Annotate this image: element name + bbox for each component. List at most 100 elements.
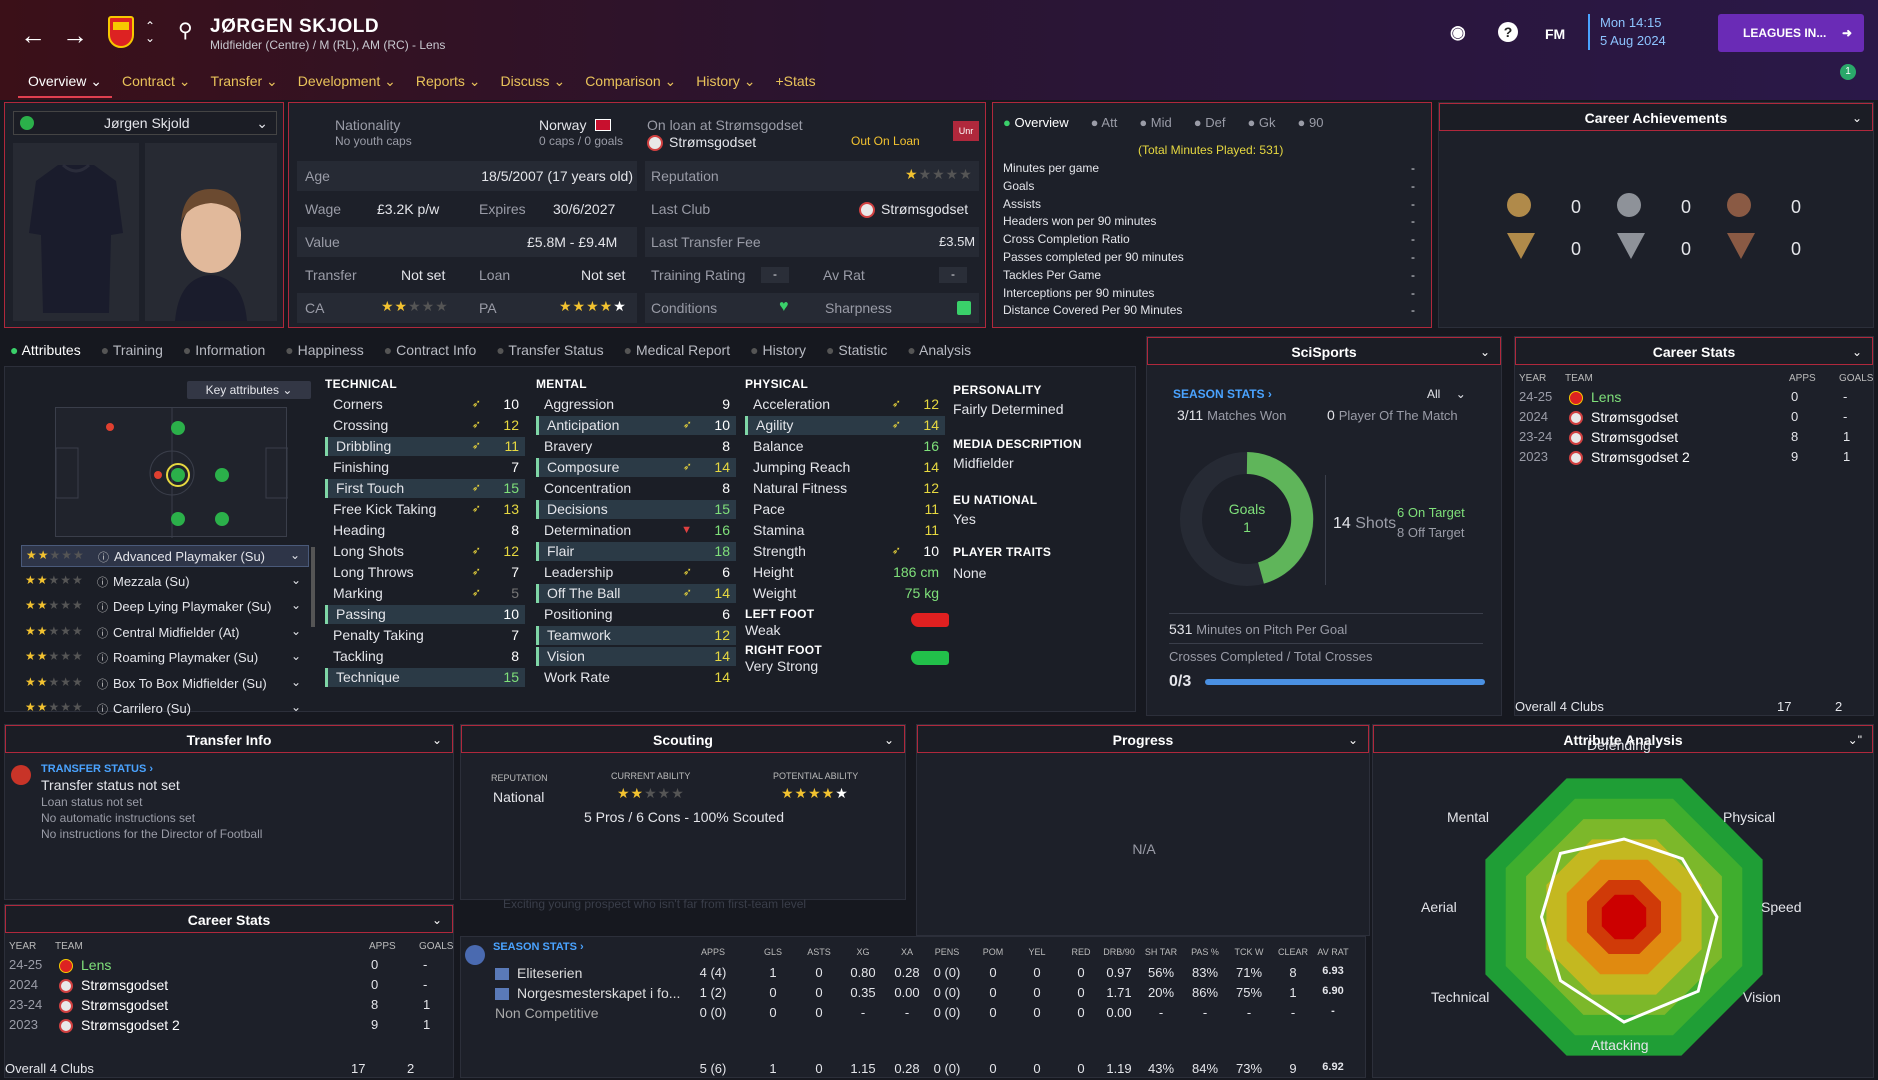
career-stats-left-header[interactable]: Career Stats ⌄ (5, 905, 453, 933)
mins-per-goal: 531 (1169, 621, 1193, 637)
chevron-down-icon[interactable]: ⌄ (290, 700, 301, 714)
tab-stats[interactable]: +Stats (775, 73, 816, 89)
info-icon[interactable]: ⓘ (97, 704, 108, 716)
tab-stats-mid[interactable]: ● Mid (1139, 115, 1172, 130)
chevron-down-icon[interactable]: ⌄ (290, 649, 301, 663)
player-selector[interactable]: Jørgen Skjold ⌄ (13, 111, 277, 135)
tab-stats-overview[interactable]: ● Overview (1003, 115, 1069, 130)
subtab-attributes[interactable]: ● Attributes (10, 342, 81, 358)
tab-contract[interactable]: Contract ⌄ (121, 73, 191, 89)
subtab-statistic[interactable]: ● Statistic (826, 342, 888, 358)
kit-image (13, 143, 139, 321)
scisports-header[interactable]: SciSports ⌄ (1147, 337, 1501, 365)
progress-header[interactable]: Progress ⌄ (917, 725, 1369, 753)
attribute-value: 13 (503, 501, 519, 517)
career-team[interactable]: Lens (81, 957, 112, 973)
subtab-happiness[interactable]: ● Happiness (285, 342, 364, 358)
chevron-down-icon: ⌄ (1851, 111, 1862, 125)
chevron-down-icon[interactable]: ⌄ (290, 623, 301, 638)
loan-club[interactable]: Strømsgodset (669, 134, 757, 150)
personality-label: PERSONALITY (953, 383, 1042, 397)
tab-stats-att[interactable]: ● Att (1090, 115, 1118, 130)
career-team[interactable]: Strømsgodset 2 (81, 1017, 180, 1033)
role-row[interactable]: ★★★★★ ⓘ Deep Lying Playmaker (Su) ⌄ (21, 596, 309, 618)
subtab-training[interactable]: ● Training (100, 342, 163, 358)
subtab-contract-info[interactable]: ● Contract Info (383, 342, 477, 358)
info-icon[interactable]: ⓘ (97, 576, 108, 589)
role-row[interactable]: ★★★★★ ⓘ Box To Box Midfielder (Su) ⌄ (21, 673, 309, 695)
competition-name[interactable]: Norgesmesterskapet i fo... (517, 985, 681, 1001)
help-icon[interactable]: ? (1498, 22, 1518, 42)
tab-discuss[interactable]: Discuss ⌄ (500, 73, 566, 89)
chevron-down-icon[interactable]: ⌄ (290, 598, 301, 612)
chevron-down-icon[interactable]: ⌄ (290, 572, 301, 587)
career-team[interactable]: Strømsgodset (81, 997, 169, 1013)
subtab-analysis[interactable]: ● Analysis (907, 342, 972, 358)
competition-name[interactable]: Non Competitive (495, 1005, 599, 1021)
role-row[interactable]: ★★★★★ ⓘ Roaming Playmaker (Su) ⌄ (21, 647, 309, 669)
last-club-value[interactable]: Strømsgodset (881, 201, 969, 217)
tab-comparison[interactable]: Comparison ⌄ (585, 73, 677, 89)
info-icon[interactable]: ⓘ (97, 678, 108, 691)
info-icon[interactable]: ⓘ (97, 653, 108, 665)
career-team[interactable]: Strømsgodset 2 (1591, 449, 1690, 465)
role-row[interactable]: ★★★★★ ⓘ Mezzala (Su) ⌄ (21, 571, 309, 593)
key-attributes-dropdown[interactable]: Key attributes ⌄ (187, 381, 311, 399)
season-cell: - (1158, 1005, 1164, 1020)
attribute-name: Weight (753, 585, 797, 601)
role-row[interactable]: ★★★★★ ⓘ Carrilero (Su) ⌄ (21, 698, 309, 720)
tab-stats-90[interactable]: ● 90 (1297, 115, 1324, 130)
career-team[interactable]: Strømsgodset (1591, 409, 1679, 425)
globe-icon[interactable]: ◉ (1450, 22, 1466, 42)
chevron-updown-icon[interactable]: ⌃ ⌄ (145, 19, 156, 45)
season-stats-link[interactable]: SEASON STATS › (493, 941, 584, 953)
notification-badge[interactable]: 1 (1840, 64, 1856, 80)
subtab-transfer-status[interactable]: ● Transfer Status (496, 342, 604, 358)
tab-stats-def[interactable]: ● Def (1193, 115, 1226, 130)
subtab-information[interactable]: ● Information (182, 342, 266, 358)
subtab-medical-report[interactable]: ● Medical Report (623, 342, 731, 358)
attribute-name: Off The Ball (547, 585, 621, 601)
game-date[interactable]: Mon 14:15 5 Aug 2024 (1588, 14, 1666, 50)
attribute-analysis-header[interactable]: Attribute Analysis ⌄" (1373, 725, 1873, 753)
chevron-down-icon[interactable]: ⌄ (289, 548, 300, 562)
matches-won-label: Matches Won (1207, 408, 1287, 423)
fm-logo[interactable]: FM (1545, 26, 1566, 42)
scouting-header[interactable]: Scouting ⌄ (461, 725, 905, 753)
career-stats-right-header[interactable]: Career Stats ⌄ (1515, 337, 1873, 365)
tab-stats-gk[interactable]: ● Gk (1247, 115, 1276, 130)
attribute-value: 14 (923, 417, 939, 433)
back-arrow-icon[interactable]: ← (20, 20, 46, 50)
crosses-label: Crosses Completed / Total Crosses (1169, 649, 1373, 664)
career-team[interactable]: Lens (1591, 389, 1622, 405)
tab-transfer[interactable]: Transfer ⌄ (210, 73, 278, 89)
career-team[interactable]: Strømsgodset (1591, 429, 1679, 445)
leagues-button[interactable]: LEAGUES IN... ➜ (1718, 14, 1864, 52)
info-icon[interactable]: ⓘ (97, 627, 108, 640)
subtab-history[interactable]: ● History (750, 342, 807, 358)
chevron-down-icon[interactable]: ⌄ (290, 674, 301, 689)
achievements-header[interactable]: Career Achievements ⌄ (1439, 103, 1873, 131)
role-row[interactable]: ★★★★★ ⓘ Advanced Playmaker (Su) ⌄ (21, 545, 309, 567)
season-cell: 0 (1077, 1005, 1085, 1020)
tab-overview[interactable]: Overview ⌄ (18, 72, 112, 98)
season-filter[interactable]: All ⌄ (1427, 387, 1466, 401)
nationality-value[interactable]: Norway (539, 117, 587, 133)
info-icon[interactable]: ⓘ (98, 552, 109, 564)
tab-development[interactable]: Development ⌄ (297, 73, 396, 89)
transfer-info-header[interactable]: Transfer Info ⌄ (5, 725, 453, 753)
roles-scrollbar[interactable] (311, 547, 315, 627)
info-icon[interactable]: ⓘ (97, 602, 108, 614)
transfer-status-link[interactable]: TRANSFER STATUS › (41, 763, 154, 775)
forward-arrow-icon[interactable]: → (62, 20, 88, 50)
season-stats-link[interactable]: SEASON STATS › (1173, 387, 1272, 401)
transfer-info-panel: Transfer Info ⌄ TRANSFER STATUS › Transfe… (4, 724, 454, 900)
competition-name[interactable]: Eliteserien (517, 965, 583, 981)
tab-history[interactable]: History ⌄ (696, 73, 756, 89)
role-row[interactable]: ★★★★★ ⓘ Central Midfielder (At) ⌄ (21, 622, 309, 644)
career-team[interactable]: Strømsgodset (81, 977, 169, 993)
tab-reports[interactable]: Reports ⌄ (415, 73, 481, 89)
career-apps: 9 (1791, 449, 1799, 464)
search-icon[interactable]: ⚲ (178, 20, 193, 42)
attribute-value: 16 (923, 438, 939, 454)
